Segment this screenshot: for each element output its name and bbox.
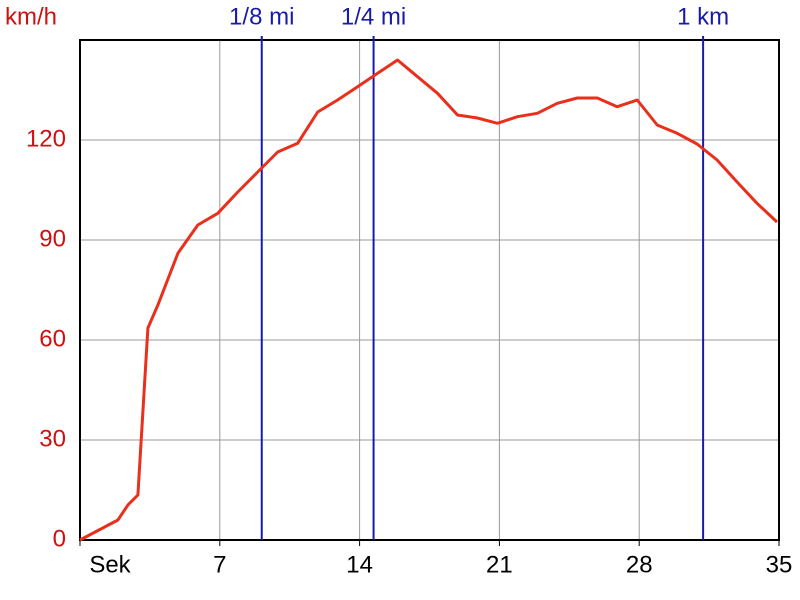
distance-marker-label: 1/8 mi	[229, 3, 294, 30]
x-tick-label: 7	[213, 551, 226, 578]
x-tick-label: 35	[766, 551, 793, 578]
y-axis-label: km/h	[5, 3, 57, 30]
x-tick-label: 21	[486, 551, 513, 578]
y-tick-label: 90	[39, 225, 66, 252]
y-tick-label: 30	[39, 425, 66, 452]
x-tick-label: Sek	[89, 551, 131, 578]
y-tick-label: 120	[26, 125, 66, 152]
y-tick-label: 60	[39, 325, 66, 352]
x-tick-label: 28	[626, 551, 653, 578]
speed-line	[79, 58, 779, 542]
y-tick-label: 0	[53, 525, 66, 552]
distance-marker-label: 1/4 mi	[341, 3, 406, 30]
plot-frame	[79, 39, 780, 541]
x-tick-label: 14	[346, 551, 373, 578]
distance-marker-label: 1 km	[677, 3, 729, 30]
